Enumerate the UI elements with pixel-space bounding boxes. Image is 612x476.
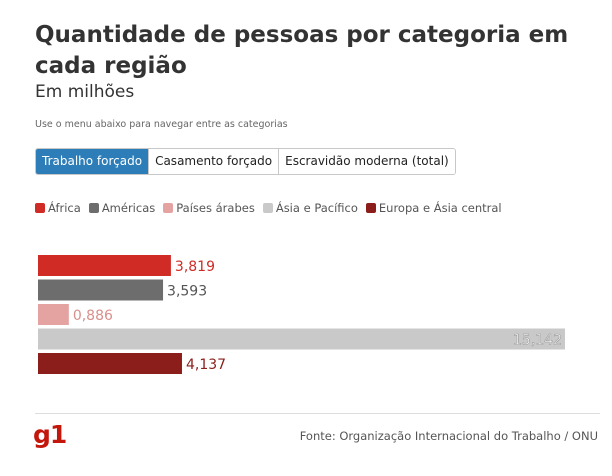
chart-subtitle: Em milhões — [35, 82, 135, 102]
bar-chart: 3,819 3,593 0,886 15,142 4,137 — [38, 255, 565, 374]
legend-item-africa: África — [35, 201, 81, 215]
chart-title: Quantidade de pessoas por categoria em c… — [35, 22, 569, 79]
g1-logo: g1 — [33, 420, 67, 449]
category-tabs: Trabalho forçado Casamento forçado Escra… — [35, 148, 456, 175]
legend-item-asia-pacifico: Ásia e Pacífico — [262, 201, 358, 215]
navigation-hint: Use o menu abaixo para navegar entre as … — [35, 119, 288, 130]
value-label-americas: 3,593 — [167, 284, 207, 300]
legend-label-europa-asia-central: Europa e Ásia central — [378, 201, 502, 215]
value-label-asia-e-pacifico: 15,142 — [513, 333, 562, 349]
value-label-europa-e-asia-central: 4,137 — [186, 357, 226, 373]
value-label-paises-arabes: 0,886 — [73, 308, 113, 324]
tab-escravidao-moderna[interactable]: Escravidão moderna (total) — [278, 149, 455, 174]
value-label-africa: 3,819 — [175, 259, 215, 275]
bar-asia-e-pacifico — [38, 328, 565, 350]
footer-divider — [35, 413, 600, 414]
legend-item-europa-asia-central: Europa e Ásia central — [365, 201, 502, 215]
bar-paises-arabes — [38, 304, 69, 325]
legend-swatch-americas — [88, 203, 99, 213]
bar-americas — [38, 279, 164, 301]
tab-trabalho-forcado[interactable]: Trabalho forçado — [36, 149, 149, 174]
legend-swatch-europa-asia-central — [365, 203, 376, 213]
legend-swatch-asia-pacifico — [262, 203, 273, 213]
legend-swatch-paises-arabes — [163, 203, 174, 213]
tab-casamento-forcado[interactable]: Casamento forçado — [148, 149, 279, 174]
legend-label-asia-pacifico: Ásia e Pacífico — [275, 201, 358, 215]
bar-europa-e-asia-central — [38, 353, 182, 374]
legend-item-paises-arabes: Países árabes — [163, 201, 255, 215]
legend-item-americas: Américas — [88, 201, 156, 215]
legend-label-americas: Américas — [101, 201, 156, 215]
chart-legend: África Américas Países árabes Ásia e Pac… — [35, 201, 502, 215]
bar-africa — [38, 255, 171, 276]
legend-label-africa: África — [48, 201, 81, 215]
source-note: Fonte: Organização Internacional do Trab… — [299, 429, 598, 443]
legend-label-paises-arabes: Países árabes — [176, 201, 255, 215]
legend-swatch-africa — [35, 203, 45, 213]
